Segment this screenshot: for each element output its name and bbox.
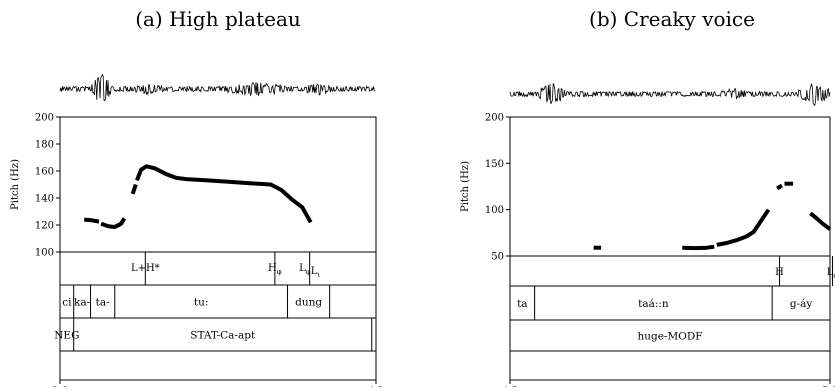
waveform [509, 83, 831, 107]
segment-label: taá::n [638, 298, 669, 310]
y-tick-label: 200 [35, 113, 54, 124]
pitch-segment [130, 183, 138, 195]
segment-label: ta- [96, 297, 110, 309]
waveform [59, 73, 376, 101]
y-tick-label: 180 [35, 140, 54, 151]
pitch-segment [716, 208, 771, 247]
segment-tier-frame [509, 285, 831, 321]
y-axis-label: Pitch (Hz) [10, 159, 21, 210]
pitch-segment [682, 244, 715, 251]
waveform-trace [509, 83, 831, 107]
pitch-segment [776, 183, 783, 191]
y-tick-label: 50 [491, 252, 504, 263]
segment-label: g-áy [790, 298, 813, 310]
panel-creaky-voice: (b) Creaky voice 50 100 150 200 Pitch (Hz) H Lφ… [460, 7, 835, 391]
tonal-event-label: H [775, 267, 784, 278]
y-tick-label: 200 [485, 113, 504, 124]
y-tick-label: 150 [485, 159, 504, 170]
segment-label: dung [295, 297, 322, 309]
tonal-event-label: Lφ [827, 267, 835, 280]
tonal-event-label: Hφ [268, 263, 282, 276]
segment-label: tu: [194, 297, 209, 309]
gloss-label: STAT-Ca-apt [190, 330, 256, 342]
annotation-spacer-frame [509, 350, 831, 381]
y-tick-label: 100 [485, 205, 504, 216]
y-tick-label: 140 [35, 194, 54, 205]
panel-title: (b) Creaky voice [589, 7, 755, 31]
panel-high-plateau: (a) High plateau 100 120 140 160 180 200 Pitch … [10, 7, 384, 391]
tonal-event-label: LφLι [299, 263, 320, 279]
gloss-label: huge-MODF [637, 331, 702, 343]
segment-label: ka- [74, 297, 91, 309]
y-axis-label: Pitch (Hz) [460, 161, 471, 212]
segment-label: ci [62, 297, 72, 309]
gloss-label: NEG [54, 330, 79, 342]
y-tick-label: 100 [35, 248, 54, 259]
annotation-spacer-frame [59, 350, 377, 381]
segment-label: ta [517, 298, 527, 310]
pitch-segment [135, 164, 313, 224]
waveform-trace [59, 73, 376, 101]
panel-title: (a) High plateau [135, 7, 301, 31]
pitch-segment [84, 217, 100, 224]
tonal-tier-frame [59, 251, 377, 286]
y-tick-label: 120 [35, 221, 54, 232]
pitch-segment [100, 217, 127, 229]
y-tick-label: 160 [35, 167, 54, 178]
tonal-event-label: L+H* [131, 263, 160, 274]
pitch-frame [59, 116, 377, 253]
pitch-segment [809, 211, 832, 231]
